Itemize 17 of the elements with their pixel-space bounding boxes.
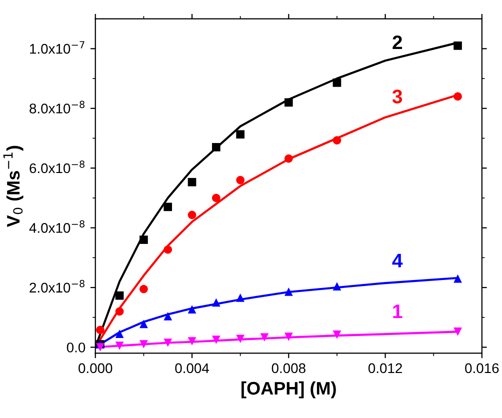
x-tick-label: 0.004 xyxy=(175,363,209,374)
y-tick-label: 0.0 xyxy=(66,342,86,352)
text: 3 xyxy=(392,90,402,104)
legend-label: 2 xyxy=(392,35,402,50)
y-tick-label: 6.0x10$^{−8}$ xyxy=(30,160,84,174)
y-tick-label: 2.0x10$^{−8}$ xyxy=(30,280,84,293)
text: 4 xyxy=(392,254,403,268)
y-tick-label: 8.0x10$^{−8}$ xyxy=(30,100,84,114)
x-tick-label: 0.016 xyxy=(465,363,499,374)
y-tick-label: 1.0x10$^{−7}$ xyxy=(30,41,84,54)
x-tick-label: 0.012 xyxy=(368,363,402,374)
x-tick-label: 0.008 xyxy=(272,363,306,374)
x-tick-label: 0.000 xyxy=(78,363,112,374)
y-tick-label: 4.0x10$^{−8}$ xyxy=(29,220,84,233)
x-axis-title: [OAPH] (M) xyxy=(242,381,336,398)
text: 1 xyxy=(393,304,402,318)
y-axis-title: V$_{0}$ (Ms$^{−1}$) xyxy=(3,146,24,228)
